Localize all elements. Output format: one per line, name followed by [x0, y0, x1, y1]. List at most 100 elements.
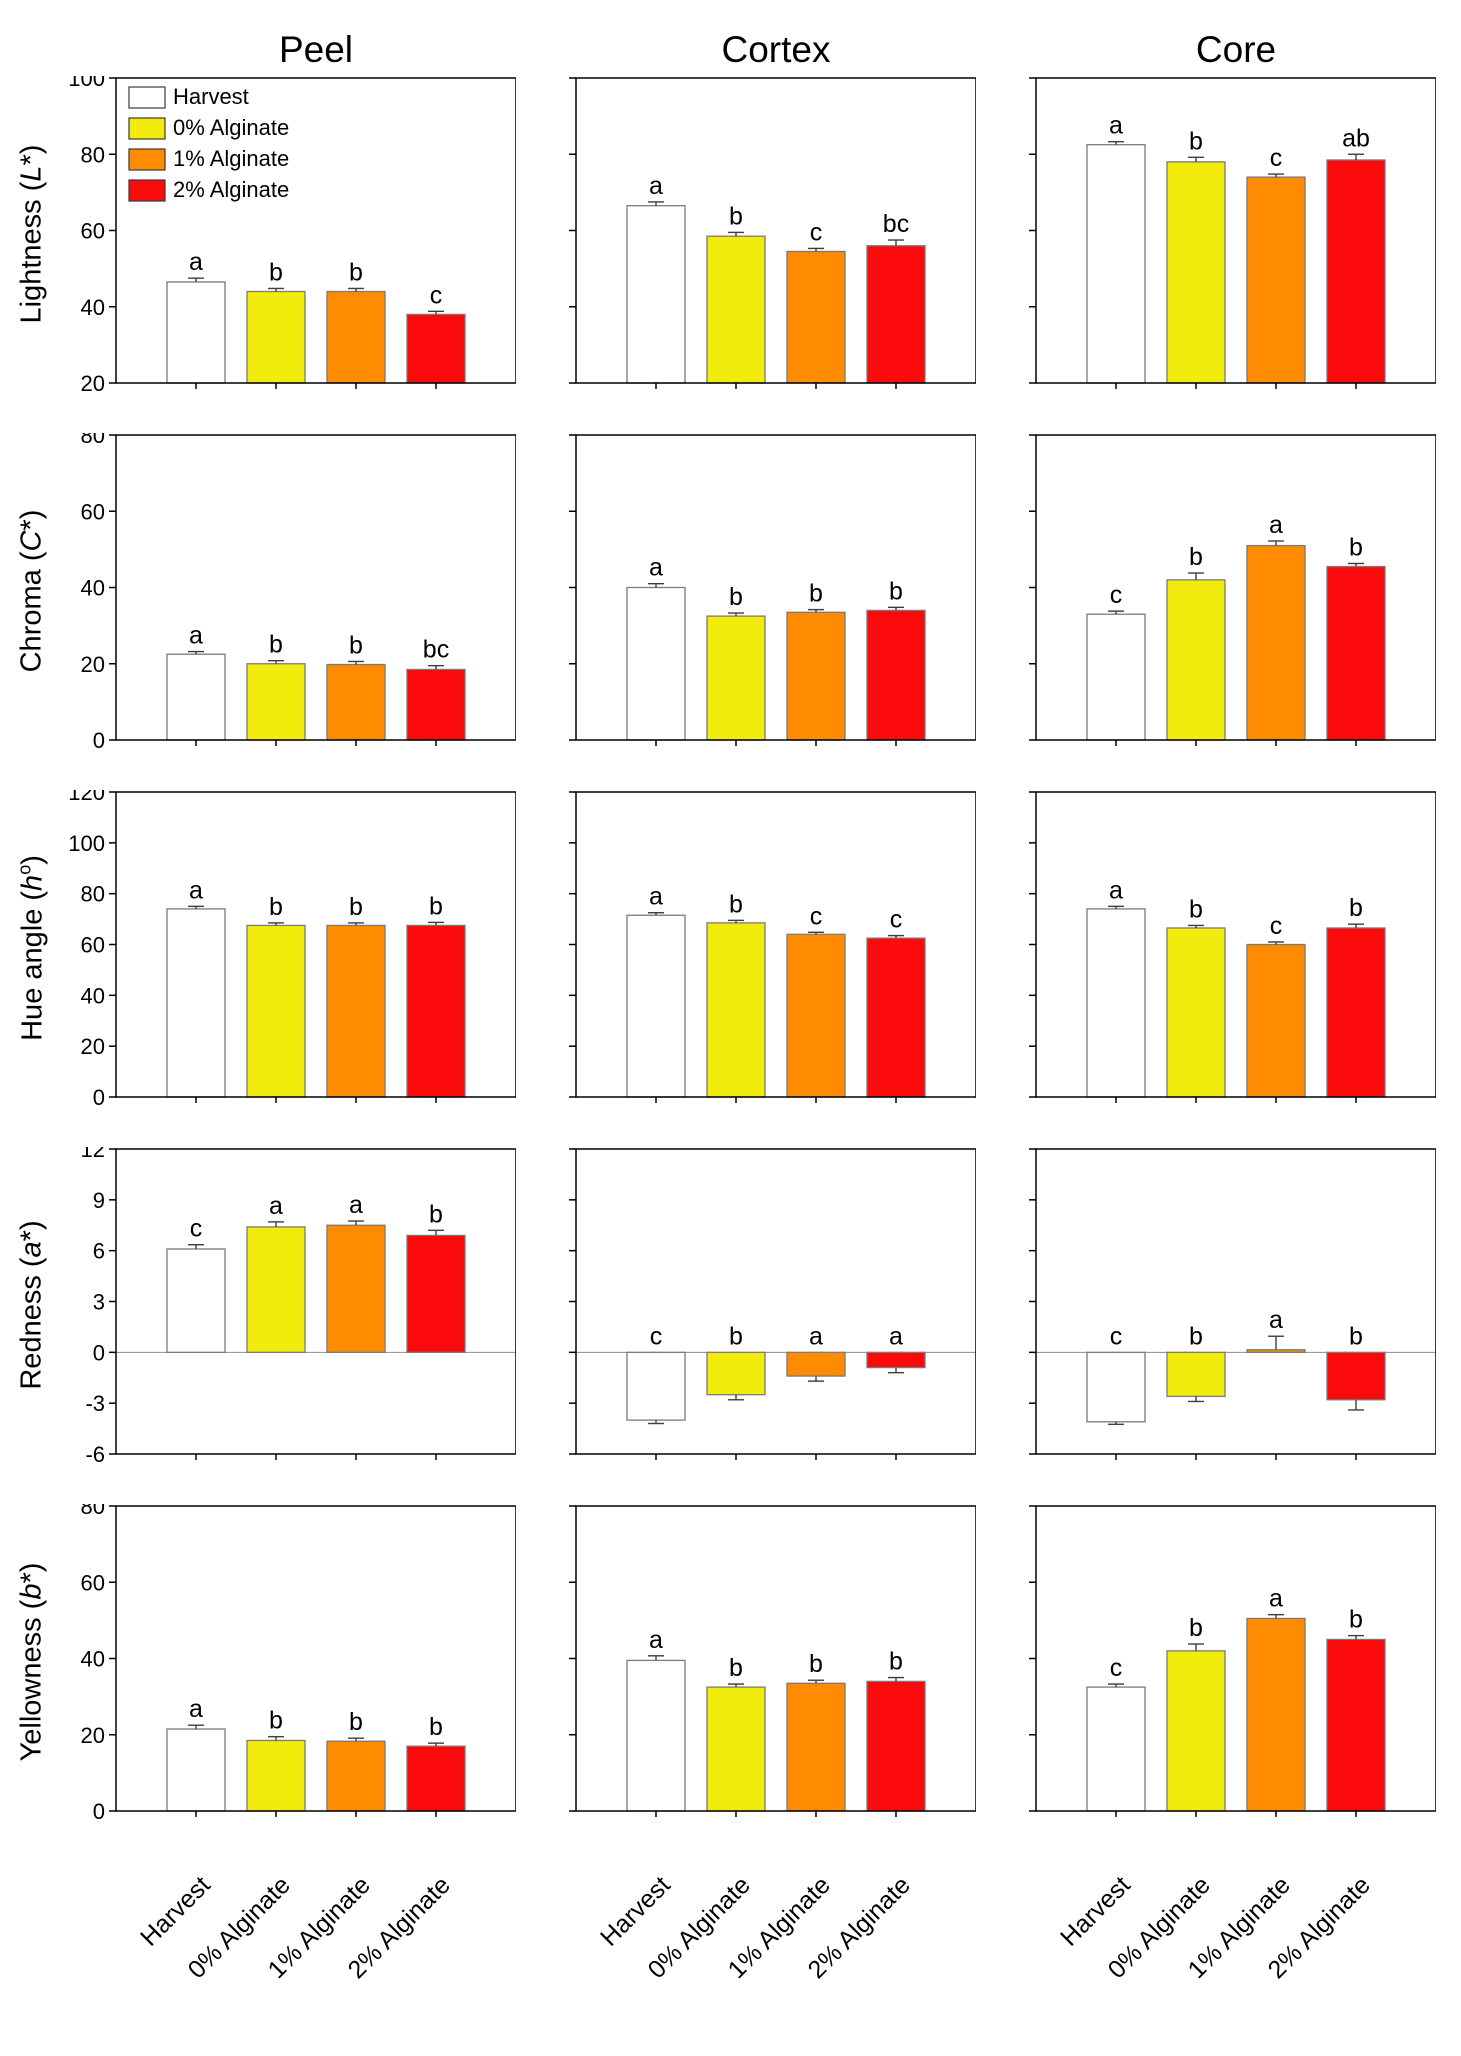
bar-harvest: [166, 281, 226, 384]
x-axis-tick-label: 2% Alginate: [802, 1871, 916, 1985]
y-tick-label: 60: [81, 219, 105, 244]
significance-letter: a: [809, 1322, 823, 1350]
bar-1-alginate: [326, 1224, 386, 1353]
y-axis-title-text: Lightness (L*): [15, 144, 48, 323]
bar-2-alginate: [1326, 927, 1386, 1098]
y-tick-label: 40: [81, 1647, 105, 1672]
chart-panel-cortex-4: a b b b: [569, 1505, 976, 1817]
significance-letter: b: [889, 577, 903, 605]
bar-harvest: [1086, 613, 1146, 741]
chart-panel-core-3: c bab: [1029, 1148, 1436, 1460]
bar-0-alginate: [1166, 1650, 1226, 1812]
y-tick-label: 9: [93, 1188, 105, 1213]
chart-panel-core-1: c b a b: [1029, 434, 1436, 746]
y-axis-title: Lightness (L*): [8, 76, 56, 391]
bar-2-alginate: [866, 609, 926, 741]
bar-1-alginate: [1246, 1349, 1306, 1353]
significance-letter: bc: [423, 636, 449, 664]
significance-letter: c: [430, 281, 443, 309]
significance-letter: b: [269, 1707, 283, 1735]
significance-letter: c: [1270, 912, 1283, 940]
bar-0-alginate: [246, 924, 306, 1098]
chart-panel-core-2: a b c b: [1029, 791, 1436, 1103]
bar-1-alginate: [326, 1740, 386, 1812]
significance-letter: c: [1270, 144, 1283, 172]
chart-panel-peel-2: a b b b 120 100 80 60 40 20 0: [68, 790, 516, 1105]
chart-panel-peel-0: a b b c 100 80 60 40 20 Harvest 0% Alginate 1% Algi…: [68, 76, 516, 391]
column-title-core: Core: [1195, 29, 1277, 70]
significance-letter: b: [1189, 127, 1203, 155]
chart-panel-peel-1: a b b bc 80 60 40 20 0: [81, 433, 516, 748]
y-tick-label: -3: [85, 1391, 105, 1416]
bar-2-alginate: [1326, 1638, 1386, 1812]
significance-letter: a: [189, 248, 203, 276]
significance-letter: b: [1349, 894, 1363, 922]
significance-letter: a: [889, 1322, 903, 1350]
bar-1-alginate: [1246, 943, 1306, 1098]
legend-swatch: [128, 179, 166, 202]
legend-label: 0% Alginate: [173, 115, 289, 140]
significance-letter: b: [1349, 1322, 1363, 1350]
significance-letter: bc: [883, 210, 909, 238]
y-tick-label: 12: [81, 1147, 105, 1162]
bar-2-alginate: [1326, 565, 1386, 741]
bar-1-alginate: [326, 290, 386, 384]
bar-2-alginate: [406, 1745, 466, 1812]
significance-letter: a: [189, 876, 203, 904]
significance-letter: ab: [1342, 124, 1370, 152]
bar-harvest: [166, 653, 226, 741]
significance-letter: a: [1269, 1585, 1283, 1613]
y-tick-label: 0: [93, 728, 105, 748]
significance-letter: b: [429, 892, 443, 920]
y-tick-label: 20: [81, 652, 105, 677]
column-header-row: Peel Cortex Core: [8, 14, 1461, 68]
bar-2-alginate: [406, 924, 466, 1098]
y-tick-label: 80: [81, 882, 105, 907]
bar-harvest: [1086, 1351, 1146, 1423]
bar-harvest: [626, 1351, 686, 1421]
significance-letter: c: [810, 218, 823, 246]
significance-letter: b: [1349, 533, 1363, 561]
chart-row-2: Hue angle (ho) a b b b 120 100 80 60 40 20 0 a b c c a b c…: [8, 790, 1461, 1105]
bar-0-alginate: [1166, 161, 1226, 384]
y-axis-title-text: Redness (a*): [15, 1219, 48, 1390]
y-tick-label: 20: [81, 371, 105, 391]
y-tick-label: 100: [68, 76, 105, 91]
y-tick-label: 80: [81, 142, 105, 167]
chart-row-4: Yellowness (b*) a b b b 80 60 40 20 0 a b b b c b a b: [8, 1504, 1461, 1819]
y-tick-label: 120: [68, 790, 105, 805]
chart-panel-peel-4: a b b b 80 60 40 20 0: [81, 1504, 516, 1819]
bar-2-alginate: [866, 1351, 926, 1369]
bar-1-alginate: [786, 1351, 846, 1377]
bar-1-alginate: [1246, 1617, 1306, 1812]
bar-2-alginate: [406, 668, 466, 741]
y-axis-title: Redness (a*): [8, 1147, 56, 1462]
significance-letter: a: [649, 1626, 663, 1654]
legend-label: Harvest: [173, 84, 249, 109]
bar-0-alginate: [706, 1351, 766, 1396]
bar-2-alginate: [406, 313, 466, 384]
significance-letter: b: [429, 1713, 443, 1741]
y-tick-label: 40: [81, 576, 105, 601]
significance-letter: b: [349, 1708, 363, 1736]
y-tick-label: 40: [81, 295, 105, 320]
significance-letter: b: [729, 890, 743, 918]
significance-letter: b: [1189, 543, 1203, 571]
significance-letter: b: [729, 1322, 743, 1350]
bar-harvest: [1086, 908, 1146, 1098]
legend-label: 2% Alginate: [173, 177, 289, 202]
y-tick-label: 100: [68, 831, 105, 856]
significance-letter: b: [349, 893, 363, 921]
legend-swatch: [128, 117, 166, 140]
bar-2-alginate: [866, 937, 926, 1098]
bar-0-alginate: [706, 922, 766, 1098]
significance-letter: b: [269, 631, 283, 659]
y-tick-label: 60: [81, 1570, 105, 1595]
y-tick-label: 80: [81, 433, 105, 448]
significance-letter: c: [810, 902, 823, 930]
significance-letter: a: [649, 554, 663, 582]
